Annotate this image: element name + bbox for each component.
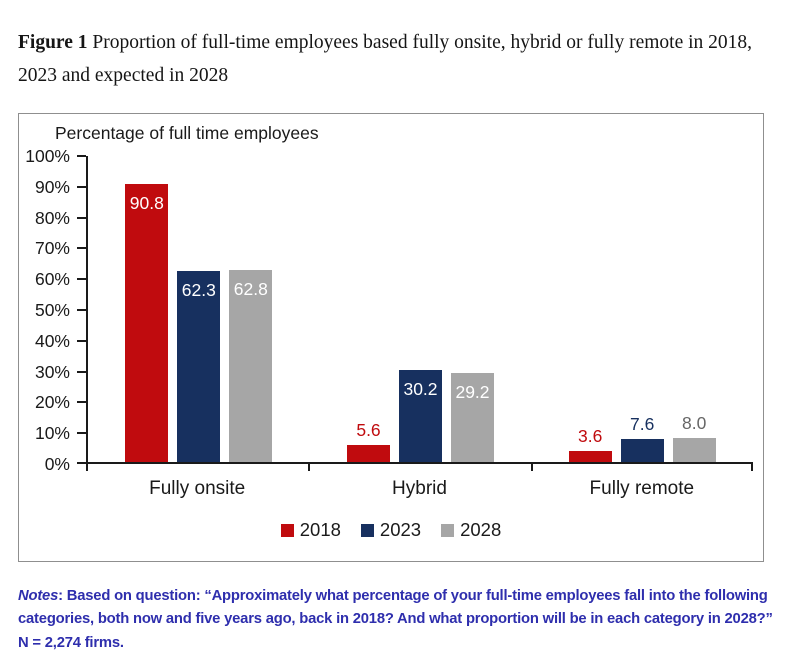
y-axis-label: 70% [34, 238, 70, 259]
legend: 2018 2023 2028 [19, 519, 763, 541]
y-axis-label: 40% [34, 330, 70, 351]
bar-2023-hybrid: 30.2 [399, 369, 442, 462]
bar-2028-fully-remote: 8.0 [672, 413, 716, 462]
category-label-fully-onsite: Fully onsite [149, 478, 246, 499]
y-axis-label: 20% [34, 392, 70, 413]
bar-group-hybrid: 5.6 30.2 29.2 [310, 156, 532, 462]
y-axis-tick [77, 185, 86, 188]
bar-value-label: 62.3 [181, 280, 216, 301]
bar-2028-fully-onsite: 62.8 [229, 269, 273, 462]
y-axis-tick [77, 401, 86, 404]
y-axis-label: 0% [44, 454, 70, 474]
y-axis-label: 90% [34, 176, 70, 197]
bar-value-label: 30.2 [403, 378, 438, 399]
y-axis-tick [77, 278, 86, 281]
y-axis-tick [77, 309, 86, 311]
bar-2018-fully-remote: 3.6 [568, 426, 612, 462]
bar-groups: 90.8 62.3 62.8 5.6 30.2 29.2 3.6 7.6 8.0 [88, 156, 753, 462]
category-label-hybrid: Hybrid [392, 478, 447, 499]
figure-caption-text: Proportion of full-time employees based … [18, 31, 753, 86]
y-axis-label: 80% [34, 207, 70, 228]
y-axis-tick [77, 339, 86, 342]
y-axis-line [86, 156, 88, 464]
bar-value-label: 29.2 [455, 381, 490, 402]
bar-group-fully-onsite: 90.8 62.3 62.8 [88, 156, 310, 462]
y-axis-label: 100% [25, 146, 70, 166]
y-axis-tick [77, 247, 86, 250]
bar-value-label: 3.6 [578, 425, 603, 446]
legend-label-2018: 2018 [299, 519, 341, 540]
bar-value-label: 62.8 [233, 278, 268, 299]
legend-item-2023: 2023 [360, 519, 422, 541]
y-axis-label: 30% [34, 361, 70, 382]
legend-swatch-2028 [441, 523, 455, 537]
y-axis-tick [77, 432, 86, 435]
y-axis-tick [77, 155, 86, 157]
bar-value-label: 5.6 [356, 419, 381, 440]
bar-value-label: 90.8 [129, 193, 164, 214]
y-axis-tick [77, 370, 86, 373]
y-axis-label: 10% [34, 423, 70, 444]
y-axis-tick [77, 462, 86, 464]
notes-label: Notes [18, 587, 59, 604]
chart-axis-title: Percentage of full time employees [55, 123, 319, 143]
legend-swatch-2018 [280, 523, 294, 537]
notes: Notes: Based on question: “Approximately… [18, 585, 786, 655]
bar-2018-hybrid: 5.6 [347, 420, 390, 462]
x-axis-tick [308, 464, 311, 471]
notes-text: : Based on question: “Approximately what… [18, 587, 773, 651]
x-axis-tick [86, 464, 88, 471]
category-axis-labels: Fully onsite Hybrid Fully remote [86, 478, 753, 500]
figure-caption: Figure 1 Proportion of full-time employe… [18, 26, 784, 92]
legend-item-2018: 2018 [280, 519, 341, 541]
x-axis-tick [530, 464, 533, 471]
x-axis-tick [751, 464, 753, 471]
y-axis-label: 60% [34, 269, 70, 290]
bar-value-label: 8.0 [682, 412, 707, 433]
y-axis-tick [77, 216, 86, 219]
y-axis-label: 50% [34, 300, 70, 320]
legend-label-2023: 2023 [379, 519, 422, 540]
plot-area: 90.8 62.3 62.8 5.6 30.2 29.2 3.6 7.6 8.0 100% 90%… [25, 146, 753, 474]
bar-2018-fully-onsite: 90.8 [125, 184, 169, 462]
bar-2028-hybrid: 29.2 [451, 372, 494, 462]
bar-2023-fully-remote: 7.6 [620, 414, 664, 462]
legend-label-2028: 2028 [460, 519, 502, 540]
bar-2023-fully-onsite: 62.3 [177, 271, 221, 462]
x-axis-line [86, 462, 753, 464]
bar-chart: Percentage of full time employees 90.8 62… [18, 113, 764, 562]
legend-swatch-2023 [360, 523, 374, 537]
category-label-fully-remote: Fully remote [589, 478, 695, 499]
bar-group-fully-remote: 3.6 7.6 8.0 [531, 156, 753, 462]
bar-value-label: 7.6 [630, 413, 655, 434]
figure-number: Figure 1 [18, 31, 88, 53]
legend-item-2028: 2028 [441, 519, 501, 541]
